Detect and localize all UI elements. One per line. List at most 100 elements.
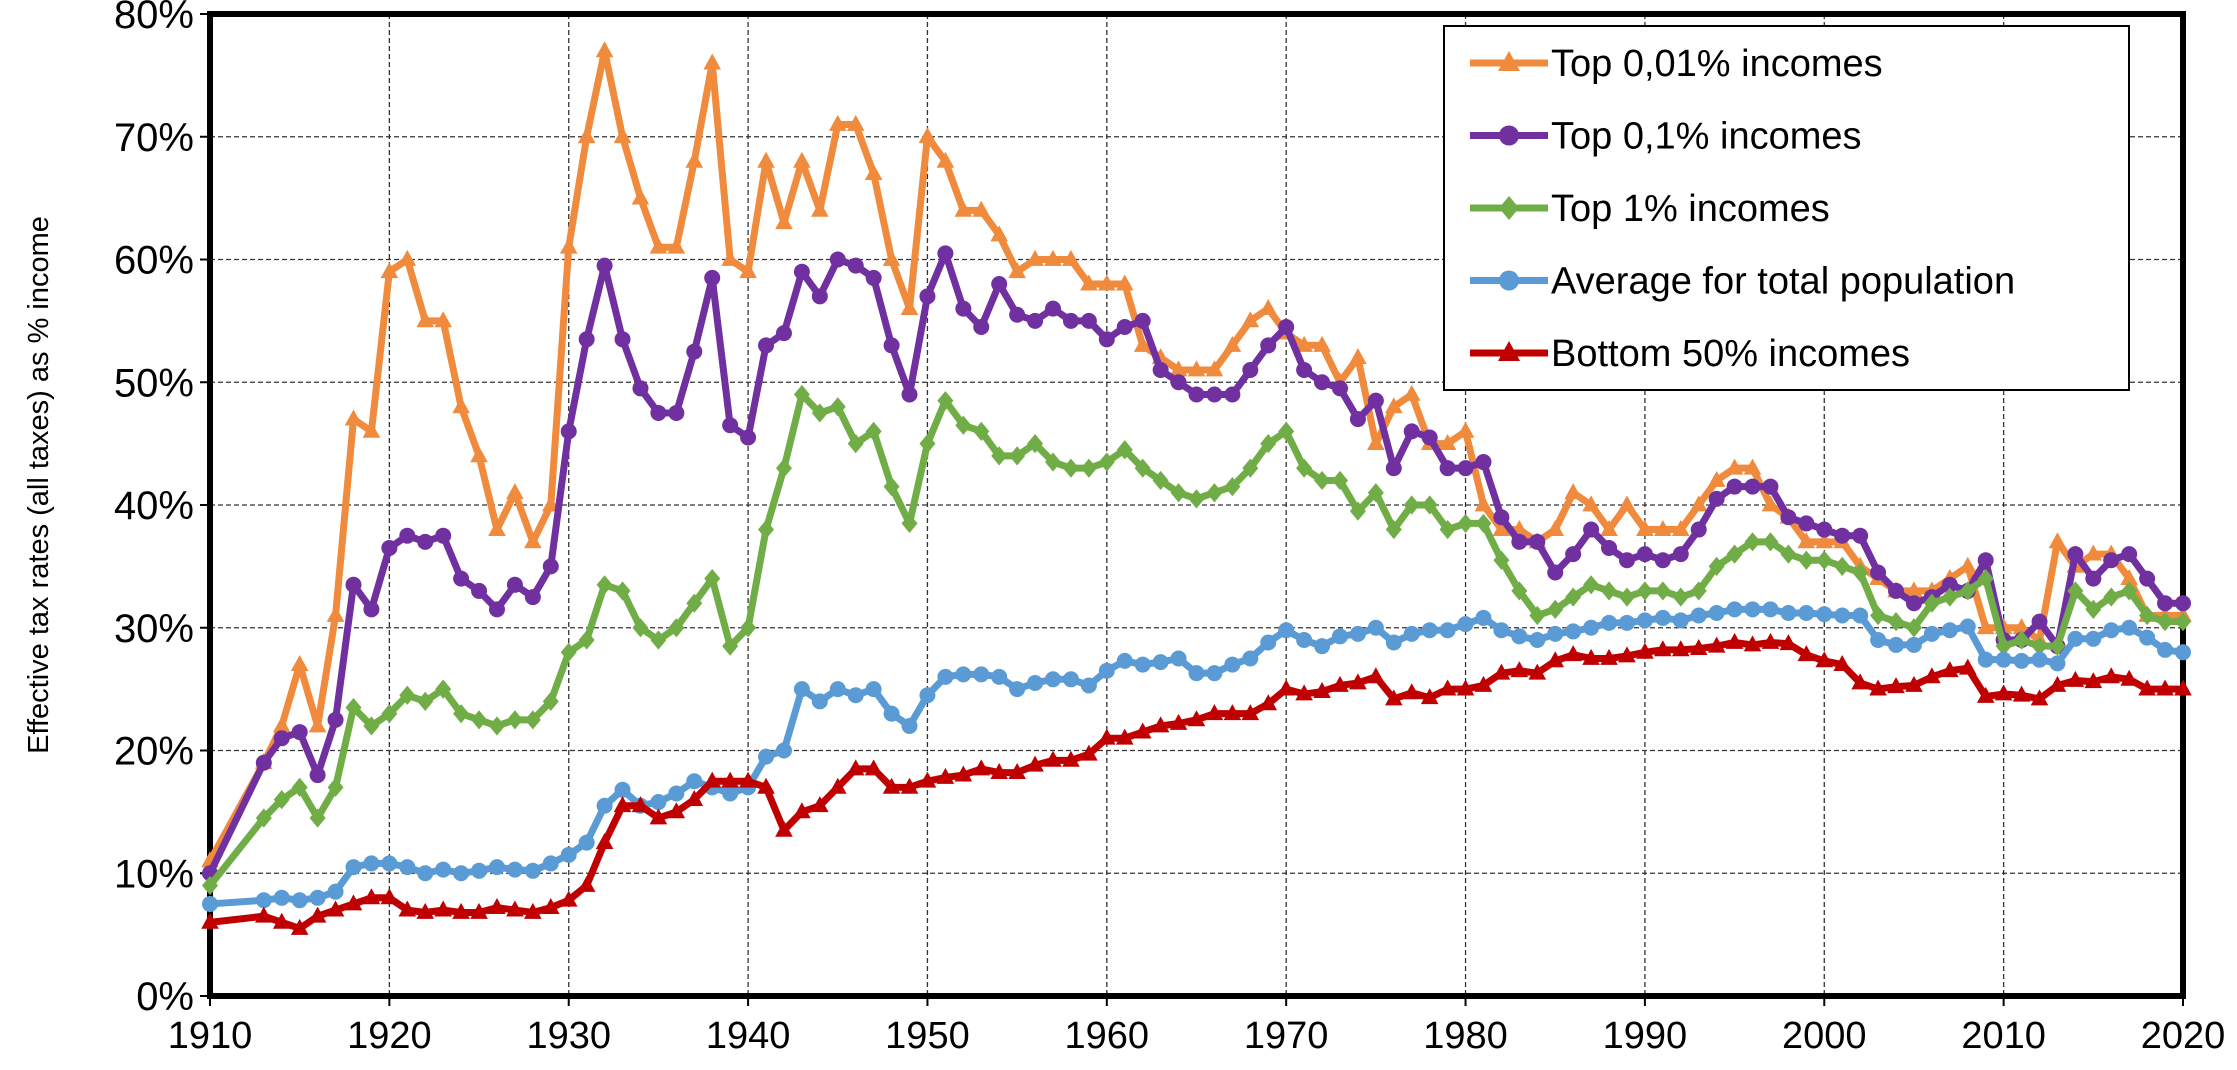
marker — [847, 687, 864, 704]
marker — [1045, 452, 1062, 472]
marker — [1780, 605, 1797, 622]
marker — [291, 892, 308, 909]
marker — [1852, 562, 1869, 583]
marker — [1008, 762, 1026, 779]
marker — [829, 681, 846, 698]
marker — [435, 861, 452, 878]
marker — [1995, 636, 2012, 656]
marker — [1546, 519, 1565, 536]
marker — [1498, 51, 1520, 71]
marker — [417, 865, 434, 882]
marker — [201, 912, 219, 929]
marker — [2012, 685, 2031, 702]
marker — [686, 593, 703, 613]
marker — [452, 397, 470, 414]
marker — [399, 859, 416, 876]
marker — [1689, 639, 1708, 656]
marker — [758, 519, 775, 540]
marker — [1636, 642, 1654, 659]
marker — [1959, 618, 1976, 635]
marker — [1170, 374, 1187, 391]
marker — [1475, 513, 1492, 534]
marker — [381, 539, 398, 556]
marker — [1080, 458, 1097, 478]
marker — [2048, 675, 2067, 692]
marker — [1654, 640, 1672, 657]
marker — [1439, 519, 1456, 540]
marker — [1278, 622, 1295, 639]
marker — [1314, 638, 1331, 655]
marker — [1726, 601, 1743, 618]
marker — [1708, 556, 1725, 576]
marker — [471, 582, 488, 599]
marker — [1672, 612, 1689, 629]
marker — [1870, 605, 1887, 626]
marker — [1726, 544, 1743, 564]
marker — [1798, 605, 1815, 622]
marker — [793, 681, 810, 698]
marker — [416, 902, 435, 919]
marker — [327, 777, 344, 797]
marker — [668, 404, 685, 421]
marker — [1314, 374, 1331, 391]
marker — [363, 855, 380, 872]
marker — [668, 785, 685, 802]
marker — [1169, 713, 1188, 730]
marker — [453, 704, 470, 724]
marker — [1744, 601, 1761, 618]
marker — [2138, 679, 2156, 696]
marker — [1583, 521, 1600, 538]
marker — [1601, 614, 1618, 631]
marker — [1439, 460, 1456, 477]
marker — [1080, 274, 1098, 291]
marker — [1869, 679, 1887, 696]
marker — [1170, 650, 1187, 667]
marker — [380, 262, 399, 279]
marker — [1456, 679, 1475, 696]
marker — [560, 846, 577, 863]
marker — [757, 151, 775, 168]
marker — [524, 710, 541, 730]
marker — [1636, 612, 1653, 629]
marker — [990, 225, 1008, 242]
marker — [1439, 622, 1456, 639]
marker — [1206, 665, 1223, 682]
marker — [362, 421, 381, 438]
x-tick-label: 2000 — [1782, 1015, 1867, 1057]
marker — [506, 861, 523, 878]
marker — [649, 808, 668, 825]
marker — [739, 262, 757, 279]
marker — [488, 859, 505, 876]
marker — [435, 527, 452, 544]
marker — [865, 421, 882, 441]
marker — [595, 832, 614, 849]
legend-label: Average for total population — [1551, 261, 2015, 303]
marker — [1241, 311, 1260, 328]
marker — [1815, 651, 1834, 668]
marker — [1385, 519, 1402, 540]
marker — [273, 889, 290, 906]
marker — [417, 533, 434, 550]
marker — [1977, 569, 1994, 589]
marker — [1260, 634, 1277, 651]
marker — [1349, 625, 1366, 642]
marker — [1278, 319, 1295, 336]
marker — [632, 618, 649, 638]
y-tick-label: 0% — [136, 975, 194, 1019]
marker — [758, 337, 775, 354]
marker — [973, 319, 990, 336]
marker — [1725, 458, 1744, 475]
marker — [1499, 270, 1519, 291]
marker — [1798, 550, 1815, 570]
marker — [345, 859, 362, 876]
marker — [1456, 421, 1475, 438]
marker — [1027, 434, 1044, 454]
marker — [1690, 521, 1707, 538]
marker — [1457, 616, 1474, 633]
marker — [202, 875, 218, 896]
marker — [1654, 552, 1671, 569]
marker — [793, 151, 811, 168]
marker — [1672, 546, 1689, 563]
